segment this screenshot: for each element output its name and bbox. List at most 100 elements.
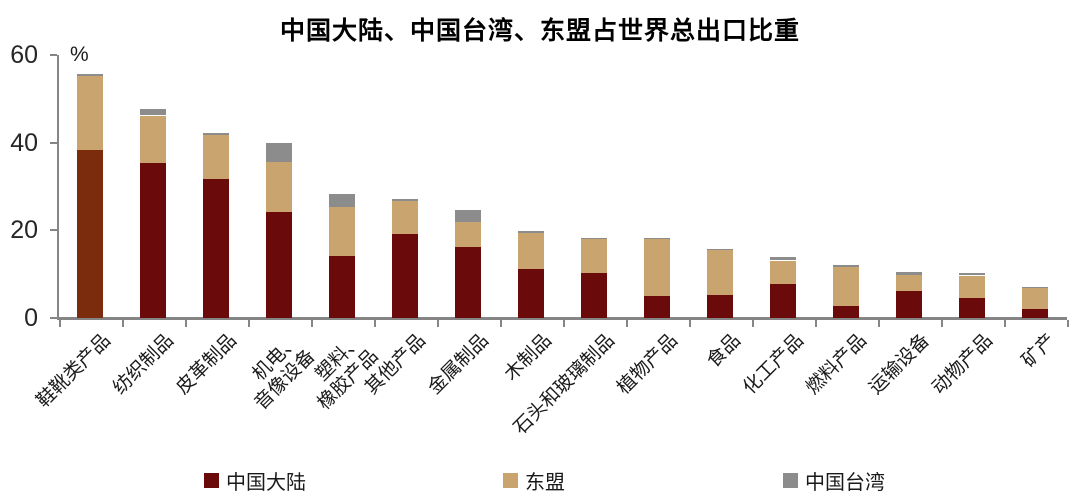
- bar-segment-taiwan: [1022, 287, 1048, 289]
- bar-segment-taiwan: [581, 237, 607, 240]
- legend-label-mainland: 中国大陆: [226, 472, 306, 494]
- bar-segment-taiwan: [644, 238, 670, 240]
- bar-segment-mainland: [770, 283, 796, 318]
- x-axis-tick: [1003, 320, 1006, 327]
- bar-segment-asean: [329, 207, 355, 257]
- legend-item-asean: 东盟: [503, 466, 565, 495]
- x-axis-label: 矿产: [1018, 330, 1060, 372]
- x-axis-tick: [625, 320, 628, 327]
- x-axis-tick: [688, 320, 691, 327]
- bar-segment-mainland: [203, 179, 229, 318]
- bar-segment-mainland: [518, 269, 544, 318]
- x-axis-label: 金属制品: [424, 330, 493, 399]
- legend-swatch-taiwan: [783, 473, 798, 488]
- legend-item-mainland: 中国大陆: [204, 466, 306, 495]
- y-axis-tick: [50, 54, 57, 56]
- bar-segment-asean: [833, 266, 859, 307]
- bar-segment-taiwan: [833, 265, 859, 267]
- bar-segment-taiwan: [518, 230, 544, 234]
- x-axis-tick: [436, 320, 439, 327]
- x-axis-label: 木制品: [500, 330, 556, 386]
- x-axis-label: 化工产品: [739, 330, 808, 399]
- bar-segment-taiwan: [959, 273, 985, 276]
- bar-segment-taiwan: [140, 109, 166, 116]
- y-tick-label-60: 60: [10, 41, 38, 69]
- bar-segment-asean: [203, 134, 229, 180]
- bar-segment-asean: [455, 222, 481, 247]
- bar-segment-mainland: [1022, 308, 1048, 318]
- bar-segment-taiwan: [770, 256, 796, 261]
- x-axis-tick: [751, 320, 754, 327]
- x-axis-tick: [184, 320, 187, 327]
- bar-segment-taiwan: [455, 210, 481, 222]
- x-axis-tick: [562, 320, 565, 327]
- bar-segment-asean: [392, 201, 418, 234]
- x-axis-label: 植物产品: [613, 330, 682, 399]
- bar-segment-mainland: [707, 295, 733, 318]
- x-axis-tick: [58, 320, 61, 327]
- bar-segment-mainland: [329, 256, 355, 318]
- bar-segment-mainland: [644, 296, 670, 318]
- bar-segment-asean: [1022, 288, 1048, 309]
- x-axis-tick: [877, 320, 880, 327]
- bar-segment-taiwan: [392, 199, 418, 202]
- legend-label-taiwan: 中国台湾: [805, 472, 885, 494]
- bar-segment-mainland: [455, 247, 481, 318]
- y-tick-label-0: 0: [24, 304, 38, 332]
- bar-segment-asean: [707, 250, 733, 296]
- bar-segment-asean: [581, 239, 607, 274]
- bar-segment-asean: [896, 275, 922, 291]
- bar-segment-taiwan: [707, 248, 733, 250]
- y-axis-tick: [50, 317, 57, 319]
- y-axis-line: [57, 55, 59, 320]
- bar-segment-asean: [77, 75, 103, 150]
- x-axis-label: 机电、 音像设备: [248, 330, 320, 415]
- x-axis-tick: [814, 320, 817, 327]
- x-axis-label: 鞋靴类产品: [32, 330, 115, 413]
- legend-label-asean: 东盟: [525, 472, 565, 494]
- legend-swatch-mainland: [204, 473, 219, 488]
- x-axis-label: 纺织制品: [109, 330, 178, 399]
- y-tick-label-20: 20: [10, 216, 38, 244]
- bar-segment-asean: [644, 239, 670, 297]
- bar-segment-taiwan: [266, 143, 292, 162]
- bar-segment-asean: [770, 260, 796, 284]
- bar-segment-mainland: [896, 290, 922, 318]
- x-axis-label: 食品: [703, 330, 745, 372]
- x-axis-line: [57, 317, 1067, 320]
- x-axis-tick: [940, 320, 943, 327]
- bar-segment-mainland: [266, 212, 292, 318]
- chart-title: 中国大陆、中国台湾、东盟占世界总出口比重: [279, 17, 800, 45]
- bar-segment-asean: [518, 233, 544, 270]
- x-axis-tick: [373, 320, 376, 327]
- bar-segment-taiwan: [896, 272, 922, 275]
- legend-swatch-asean: [503, 473, 518, 488]
- bar-segment-mainland: [959, 297, 985, 318]
- y-axis-tick: [50, 141, 57, 144]
- bar-segment-mainland: [581, 273, 607, 318]
- y-axis-tick: [50, 229, 57, 232]
- x-axis-tick: [121, 320, 124, 327]
- x-axis-label: 皮革制品: [172, 330, 241, 399]
- x-axis-tick: [310, 320, 313, 327]
- x-axis-tick: [1066, 320, 1069, 327]
- x-axis-label: 运输设备: [865, 330, 934, 399]
- y-axis-unit-label: %: [70, 43, 89, 66]
- bar-segment-taiwan: [203, 133, 229, 135]
- x-axis-label: 动物产品: [928, 330, 997, 399]
- bar-segment-taiwan: [77, 74, 103, 76]
- bar-segment-asean: [959, 275, 985, 298]
- x-axis-tick: [499, 320, 502, 327]
- bar-segment-mainland: [833, 306, 859, 318]
- bar-segment-mainland: [140, 162, 166, 318]
- y-tick-label-40: 40: [10, 129, 38, 157]
- bar-segment-mainland: [77, 149, 103, 318]
- legend-item-taiwan: 中国台湾: [783, 466, 885, 495]
- x-axis-label: 塑料、 橡胶产品: [311, 330, 383, 415]
- x-axis-label: 燃料产品: [802, 330, 871, 399]
- bar-segment-asean: [266, 162, 292, 213]
- x-axis-tick: [247, 320, 250, 327]
- bar-segment-taiwan: [329, 194, 355, 208]
- bar-segment-asean: [140, 115, 166, 163]
